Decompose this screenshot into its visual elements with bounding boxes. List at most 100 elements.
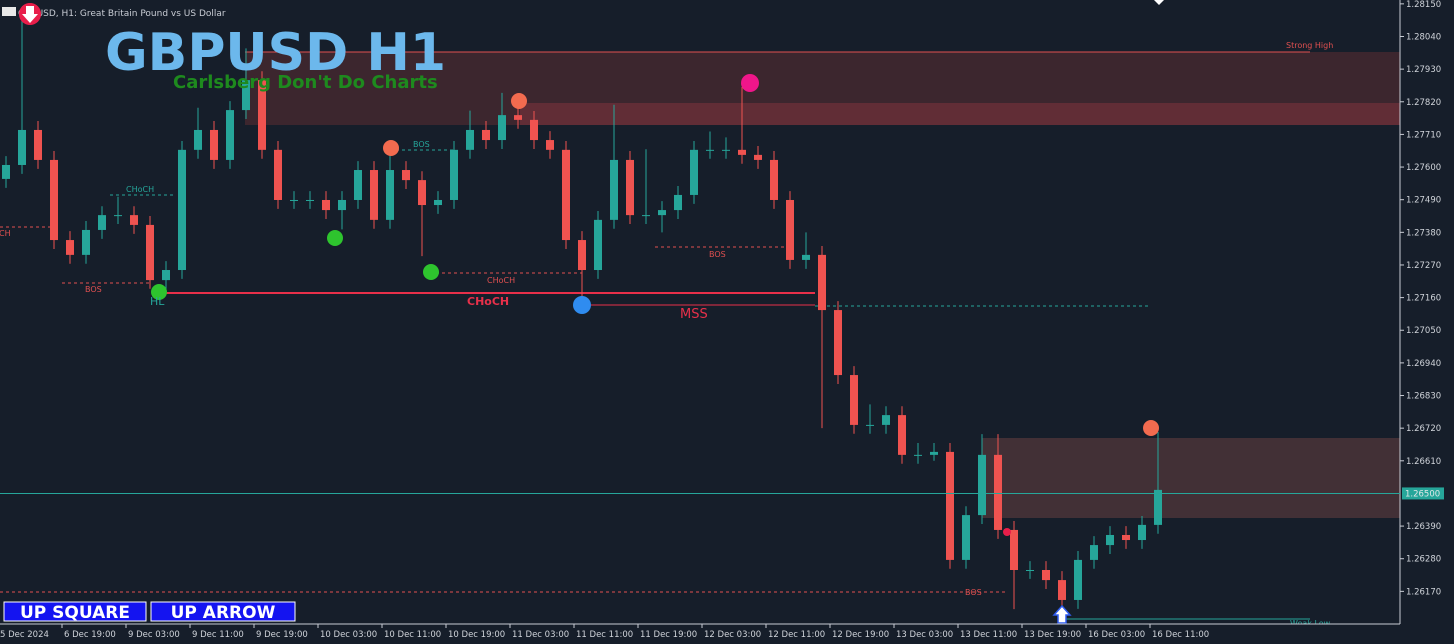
signal-dot	[511, 93, 527, 109]
candle-body	[642, 215, 650, 217]
y-tick-label: 1.27380	[1406, 228, 1441, 238]
y-tick-label: 1.26610	[1406, 457, 1441, 467]
chart-subtitle: Carlsberg Don't Do Charts	[173, 72, 438, 93]
candle-body	[578, 240, 586, 271]
candle-body	[530, 119, 538, 141]
signal-dot	[573, 296, 591, 314]
x-tick-label: 10 Dec 03:00	[320, 630, 377, 640]
shift-marker	[1154, 0, 1164, 5]
y-tick-label: 1.27600	[1406, 163, 1441, 173]
candle-body	[930, 451, 938, 455]
candle-body	[1010, 529, 1018, 570]
x-tick-label: 12 Dec 19:00	[832, 630, 889, 640]
candle-body	[450, 149, 458, 200]
candle-body	[194, 129, 202, 150]
candle-body	[658, 210, 666, 216]
candle-body	[850, 375, 858, 425]
candles	[2, 19, 1162, 610]
candle-body	[1058, 580, 1066, 600]
x-tick-label: 13 Dec 03:00	[896, 630, 953, 640]
button-bg	[150, 601, 296, 622]
candle-body	[690, 149, 698, 195]
candle-body	[114, 215, 122, 217]
candle-body	[562, 149, 570, 241]
candle-body	[18, 129, 26, 165]
supply-zone-inner	[520, 103, 1400, 125]
annotation: Strong High	[1286, 41, 1333, 50]
symbol-header: GBPUSD, H1: Great Britain Pound vs US Do…	[18, 9, 226, 19]
x-tick-label: 11 Dec 11:00	[576, 630, 633, 640]
candle-body	[242, 80, 250, 111]
y-tick-label: 1.27050	[1406, 326, 1441, 336]
button-up-arrow[interactable]: UP ARROW	[150, 601, 296, 623]
candle-body	[514, 115, 522, 120]
candle-body	[786, 199, 794, 260]
x-tick-label: 9 Dec 11:00	[192, 630, 244, 640]
y-tick-label: 1.26170	[1406, 587, 1441, 597]
y-tick-label: 1.26940	[1406, 359, 1441, 369]
button-up-square[interactable]: UP SQUARE	[3, 601, 147, 623]
candle-body	[818, 254, 826, 311]
candle-body	[722, 149, 730, 151]
candle-body	[226, 110, 234, 160]
x-tick-label: 13 Dec 11:00	[960, 630, 1017, 640]
candle-body	[370, 170, 378, 220]
candle-body	[322, 199, 330, 211]
annotation: BOS	[965, 588, 982, 597]
candle-body	[1138, 524, 1146, 541]
candle-body	[626, 159, 634, 216]
candle-body	[498, 115, 506, 141]
signal-dot	[423, 264, 439, 280]
candle-body	[962, 515, 970, 560]
signal-dot	[741, 74, 759, 92]
candle-body	[546, 140, 554, 150]
candle-body	[1122, 534, 1130, 541]
x-tick-label: 10 Dec 19:00	[448, 630, 505, 640]
y-tick-label: 1.27930	[1406, 65, 1441, 75]
candle-body	[706, 149, 714, 151]
y-tick-label: 1.27160	[1406, 294, 1441, 304]
candle-body	[978, 454, 986, 516]
candle-body	[834, 310, 842, 376]
candle-body	[178, 149, 186, 271]
candle-body	[386, 170, 394, 220]
candle-body	[1106, 534, 1114, 546]
x-tick-label: 13 Dec 19:00	[1024, 630, 1081, 640]
candle-body	[82, 229, 90, 255]
candle-body	[258, 80, 266, 150]
candle-body	[210, 129, 218, 160]
y-tick-label: 1.28150	[1406, 0, 1441, 10]
candle-body	[914, 454, 922, 456]
x-tick-label: 10 Dec 11:00	[384, 630, 441, 640]
signal-dot	[327, 230, 343, 246]
annotation: CHoCH	[467, 295, 509, 308]
candle-body	[338, 199, 346, 211]
x-tick-label: 5 Dec 2024	[0, 630, 49, 640]
candle-body	[2, 164, 10, 179]
candle-body	[306, 199, 314, 201]
annotation: MSS	[680, 307, 708, 322]
candle-body	[434, 199, 442, 206]
x-tick-label: 12 Dec 03:00	[704, 630, 761, 640]
candle-body	[34, 129, 42, 160]
signal-dot	[1003, 528, 1011, 536]
candle-body	[1026, 569, 1034, 571]
candle-body	[738, 149, 746, 155]
candle-body	[866, 424, 874, 426]
up-arrow	[1052, 604, 1072, 624]
candle-body	[754, 154, 762, 160]
chart-title: GBPUSD H1	[105, 23, 446, 83]
candle-body	[1090, 545, 1098, 560]
y-axis-panel	[1400, 0, 1454, 644]
y-tick-label: 1.26720	[1406, 424, 1441, 434]
candle-body	[482, 129, 490, 141]
signal-dot	[1143, 420, 1159, 436]
candle-body	[994, 454, 1002, 530]
x-tick-label: 9 Dec 19:00	[256, 630, 308, 640]
candle-body	[1074, 559, 1082, 600]
annotation: CHoCH	[487, 276, 515, 285]
button-label: UP ARROW	[171, 603, 276, 623]
